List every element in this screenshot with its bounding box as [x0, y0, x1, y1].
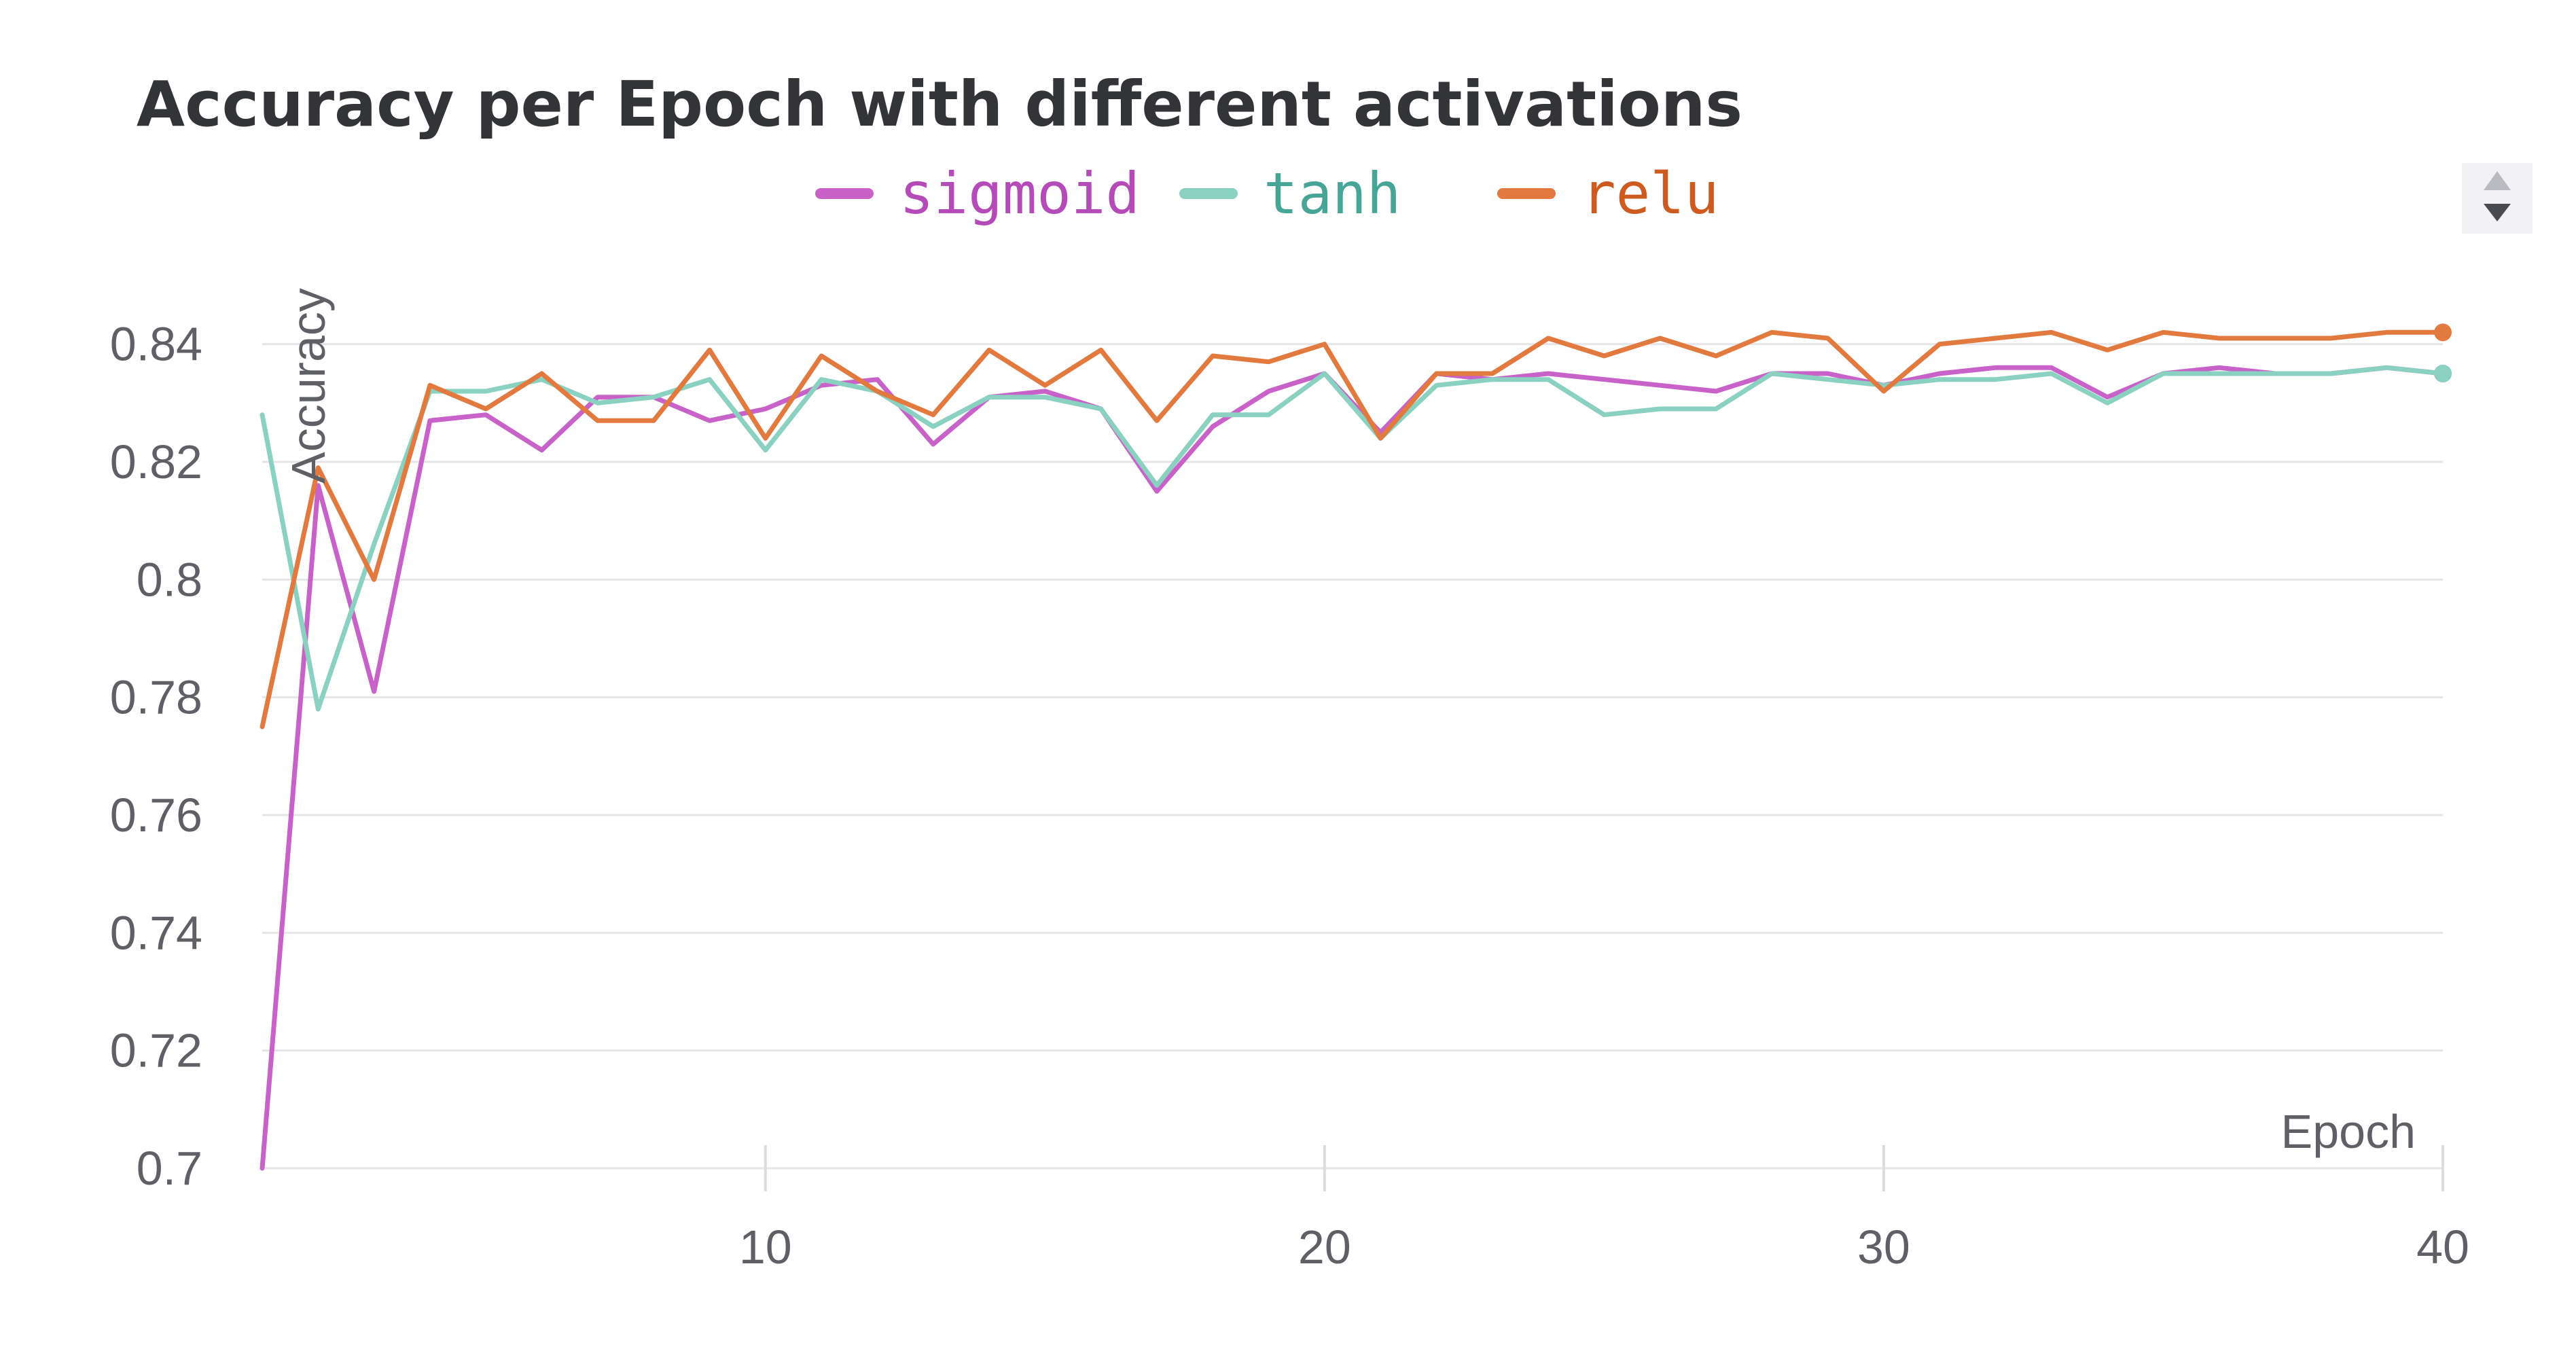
series-endpoint-relu[interactable]	[2434, 323, 2452, 342]
legend-scroll-control[interactable]	[2462, 163, 2533, 234]
y-tick-label: 0.8	[137, 553, 202, 606]
legend-item-tanh[interactable]: tanh	[1179, 160, 1401, 227]
x-tick-label: 30	[1857, 1221, 1910, 1274]
legend-label: sigmoid	[899, 160, 1140, 227]
series-line-sigmoid[interactable]	[260, 365, 2446, 1171]
y-tick-label: 0.7	[137, 1142, 202, 1195]
y-axis: 0.7 0.72 0.74 0.76 0.78 0.8 0.82 0.84	[110, 318, 202, 1195]
y-tick-label: 0.72	[110, 1024, 202, 1077]
y-tick-label: 0.78	[110, 671, 202, 724]
down-arrow-icon[interactable]	[2484, 204, 2511, 221]
series-line-tanh[interactable]	[260, 365, 2446, 712]
series-sigmoid	[260, 365, 2452, 1171]
series-endpoint-tanh[interactable]	[2434, 365, 2452, 382]
y-axis-label: Accuracy	[282, 288, 335, 484]
chart-title: Accuracy per Epoch with different activa…	[137, 68, 1742, 141]
y-tick-label: 0.76	[110, 789, 202, 842]
series-tanh	[260, 365, 2452, 712]
x-axis: 10 20 30 40	[262, 1145, 2469, 1274]
y-tick-label: 0.82	[110, 435, 202, 488]
series-relu	[260, 323, 2452, 729]
series-group	[260, 323, 2452, 1171]
x-tick-label: 40	[2416, 1221, 2469, 1274]
legend-item-relu[interactable]: relu	[1497, 160, 1719, 227]
x-tick-label: 20	[1298, 1221, 1351, 1274]
y-tick-label: 0.74	[110, 906, 202, 959]
legend[interactable]: sigmoid tanh relu	[815, 160, 1719, 227]
y-tick-label: 0.84	[110, 318, 202, 371]
legend-label: tanh	[1264, 160, 1401, 227]
up-arrow-icon[interactable]	[2484, 171, 2511, 190]
x-axis-label: Epoch	[2281, 1105, 2416, 1158]
gridlines	[262, 343, 2443, 1052]
legend-item-sigmoid[interactable]: sigmoid	[815, 160, 1140, 227]
x-tick-label: 10	[739, 1221, 792, 1274]
series-line-relu[interactable]	[260, 329, 2446, 729]
legend-label: relu	[1581, 160, 1719, 227]
